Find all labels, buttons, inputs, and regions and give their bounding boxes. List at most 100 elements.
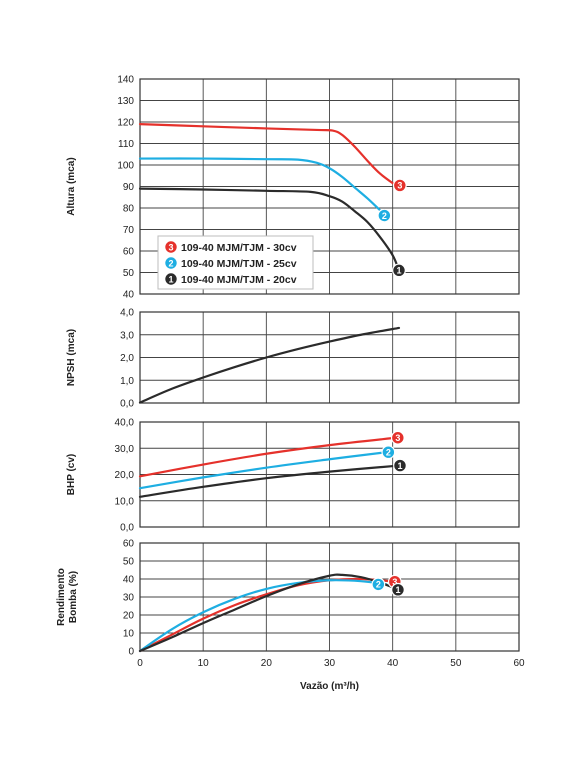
series-marker-1-circle — [393, 458, 407, 473]
y-tick-label: 4,0 — [120, 308, 134, 319]
y-tick-label: 2,0 — [120, 353, 134, 364]
y-tick-label: 70 — [123, 225, 135, 236]
series-line-3 — [138, 436, 397, 478]
y-tick-label: 20 — [123, 611, 135, 622]
grid — [139, 542, 520, 652]
series-line-2 — [138, 451, 388, 490]
series-marker-1: 1 — [391, 582, 405, 597]
y-tick-label: 110 — [118, 139, 134, 150]
series-marker-3-number: 3 — [392, 577, 397, 587]
legend-entry-1: 109-40 MJM/TJM - 20cv — [181, 274, 297, 286]
legend-marker-1-number: 1 — [168, 274, 173, 284]
series-line-2 — [138, 157, 388, 217]
series-marker-2-number: 2 — [386, 447, 391, 457]
x-tick-label: 50 — [450, 658, 462, 669]
y-tick-label: 50 — [123, 268, 135, 279]
x-tick-label: 10 — [198, 658, 210, 669]
series-line-3 — [138, 577, 397, 653]
series-line-1 — [138, 573, 401, 653]
x-tick-label: 40 — [387, 658, 399, 669]
x-tick-label: 60 — [513, 658, 525, 669]
series-marker-2: 2 — [377, 208, 392, 223]
y-tick-label: 60 — [123, 247, 135, 258]
series-line-1 — [138, 464, 401, 498]
y-tick-label: 0 — [128, 647, 134, 658]
series-marker-1-number: 1 — [396, 266, 401, 276]
y-tick-label: 10 — [123, 629, 135, 640]
series-marker-3-circle — [392, 178, 407, 193]
y-tick-label: 40,0 — [115, 418, 135, 429]
series-marker-1-circle — [392, 263, 406, 278]
legend-marker-3-number: 3 — [168, 242, 173, 252]
series-marker-2-circle — [371, 577, 386, 592]
legend-marker-2: 2 — [164, 256, 178, 270]
legend: 3 109-40 MJM/TJM - 30cv 2 109-40 MJM/TJM - … — [157, 235, 314, 290]
series-marker-3-circle — [390, 430, 405, 445]
y-tick-label: 0,0 — [120, 523, 134, 534]
y-tick-label: 130 — [117, 96, 134, 107]
y-axis-label: Altura (mca) — [66, 157, 77, 215]
series-marker-2-number: 2 — [376, 580, 381, 590]
series-marker-1-circle — [391, 582, 405, 597]
series-marker-1-number: 1 — [397, 461, 402, 471]
legend-box — [157, 235, 314, 290]
y-tick-label: 50 — [123, 557, 135, 568]
y-tick-label: 10,0 — [115, 496, 135, 507]
y-tick-label: 120 — [117, 118, 134, 129]
plot-frame — [139, 542, 520, 652]
series-marker-3-number: 3 — [397, 181, 402, 191]
y-tick-label: 40 — [123, 290, 135, 301]
legend-marker-1-circle — [164, 272, 178, 286]
series-marker-2: 2 — [371, 577, 386, 592]
x-axis-label: Vazão (m³/h) — [300, 681, 359, 692]
y-tick-label: 60 — [123, 539, 135, 550]
x-tick-label: 0 — [137, 658, 143, 669]
y-tick-label: 40 — [123, 575, 135, 586]
series-marker-3: 3 — [390, 430, 405, 445]
series-line-3 — [138, 123, 397, 187]
y-tick-label: 140 — [117, 75, 134, 86]
series-line-2 — [138, 579, 388, 653]
legend-marker-3: 3 — [164, 240, 178, 254]
y-tick-label: 90 — [123, 182, 135, 193]
plot-frame — [139, 311, 520, 404]
series-line-1 — [138, 187, 401, 272]
y-tick-label: 20,0 — [115, 470, 135, 481]
legend-marker-3-circle — [164, 240, 178, 254]
legend-marker-2-number: 2 — [168, 258, 173, 268]
plot-frame — [139, 78, 520, 295]
legend-entry-2: 109-40 MJM/TJM - 25cv — [181, 258, 297, 270]
y-tick-label: 30 — [123, 593, 135, 604]
y-tick-label: 1,0 — [120, 376, 134, 387]
grid — [139, 421, 520, 528]
series-marker-2-number: 2 — [382, 211, 387, 221]
y-tick-label: 3,0 — [120, 330, 134, 341]
series-line-npsh — [138, 326, 401, 404]
panel-4: 0 10 20 30 40 50 60 0 10 20 30 40 50 60 RendimentoBomb… — [56, 539, 525, 693]
legend-marker-1: 1 — [164, 272, 178, 286]
x-tick-label: 20 — [261, 658, 273, 669]
panel-1: 40 50 60 70 80 90 100 110 120 130 140 Altura (mca) 3… — [66, 75, 520, 301]
y-tick-label: 30,0 — [115, 444, 135, 455]
plot-frame — [139, 421, 520, 528]
y-axis-label: BHP (cv) — [66, 454, 77, 496]
x-tick-label: 30 — [324, 658, 336, 669]
y-axis-label: NPSH (mca) — [66, 329, 77, 386]
panel-2: 0,0 1,0 2,0 3,0 4,0 NPSH (mca) — [66, 308, 520, 410]
y-tick-label: 80 — [123, 204, 135, 215]
series-marker-1-number: 1 — [395, 585, 400, 595]
series-marker-3: 3 — [392, 178, 407, 193]
series-marker-1: 1 — [392, 263, 406, 278]
y-tick-label: 100 — [117, 161, 134, 172]
series-marker-2-circle — [377, 208, 392, 223]
series-marker-1: 1 — [393, 458, 407, 473]
series-marker-2-circle — [381, 445, 396, 460]
series-marker-3-number: 3 — [395, 433, 400, 443]
panel-3: 0,0 10,0 20,0 30,0 40,0 BHP (cv) 321 — [66, 418, 520, 534]
legend-entry-3: 109-40 MJM/TJM - 30cv — [181, 242, 297, 254]
series-marker-2: 2 — [381, 445, 396, 460]
grid — [139, 311, 520, 404]
legend-marker-2-circle — [164, 256, 178, 270]
y-axis-label: RendimentoBomba (%) — [56, 568, 79, 626]
